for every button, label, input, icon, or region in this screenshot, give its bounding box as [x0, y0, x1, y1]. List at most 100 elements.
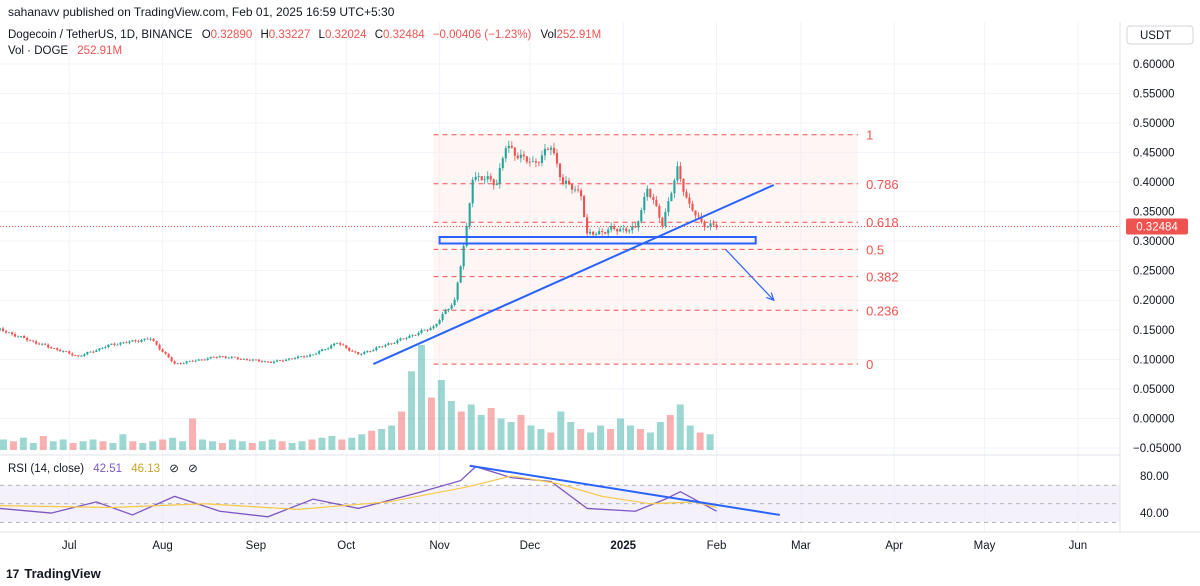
candle-body [507, 145, 510, 149]
candle-body [89, 351, 92, 353]
candle-body [149, 338, 152, 340]
candle-body [649, 188, 652, 198]
candle-body [281, 360, 285, 362]
volume-bar [656, 422, 664, 450]
support-zone-box [438, 235, 757, 245]
candle-body [673, 180, 676, 194]
candle-body [300, 356, 303, 358]
price-chart[interactable]: 1 0.786 0.618 0.5 0.382 0.236 0 0.60000 0.55000… [0, 22, 1200, 562]
candle-body [676, 166, 679, 181]
currency-button[interactable] [1126, 25, 1194, 45]
volume-bar [288, 443, 296, 450]
volume-bar [617, 418, 625, 450]
candle-body [604, 231, 607, 234]
x-tick-label: Apr [885, 540, 903, 552]
y-tick-label: 0.00000 [1133, 413, 1175, 425]
tradingview-logo[interactable]: 17 TradingView [6, 566, 101, 581]
candle-body [498, 167, 501, 184]
candle-body [577, 189, 580, 191]
candle-body [218, 356, 221, 358]
candle-body [435, 323, 438, 327]
candle-body [586, 217, 589, 234]
fib-level-label: 1 [866, 128, 873, 143]
candle-body [637, 221, 640, 228]
volume-bar [358, 434, 366, 450]
volume-bar [398, 411, 406, 450]
visibility-icon: ⊘ [169, 463, 179, 475]
candle-body [354, 351, 357, 353]
rsi-pane [0, 464, 1120, 523]
candle-body [363, 352, 366, 354]
candle-body [381, 346, 384, 348]
candle-body [113, 343, 116, 345]
candle-body [480, 176, 483, 180]
candle-body [107, 344, 110, 348]
candle-body [670, 193, 673, 202]
candle-body [444, 310, 447, 315]
candle-body [583, 196, 586, 218]
fib-level-label: 0.618 [866, 215, 899, 230]
candle-body [95, 350, 98, 353]
drawings[interactable] [372, 184, 775, 365]
volume-bar [607, 429, 615, 450]
candle-body [360, 353, 363, 355]
candle-body [324, 349, 327, 351]
candle-body [315, 353, 318, 355]
candle-body [589, 231, 592, 234]
volume-bar [189, 418, 197, 450]
candle-body [297, 356, 300, 359]
volume-bar [348, 437, 356, 450]
candle-body [396, 340, 399, 344]
volume-bar [626, 425, 634, 450]
candle-body [450, 305, 453, 309]
candle-body [158, 344, 161, 350]
candle-body [203, 359, 206, 361]
x-tick-label: Aug [152, 540, 172, 552]
candle-body [477, 176, 480, 177]
candle-body [333, 343, 336, 346]
volume-bar [457, 411, 465, 450]
candle-body [694, 210, 697, 216]
candle-body [372, 350, 375, 352]
volume-bar [9, 441, 17, 450]
candle-body [438, 320, 441, 324]
volume-bar [59, 439, 67, 450]
candle-body [83, 354, 86, 356]
candle-body [375, 347, 378, 351]
candle-body [348, 347, 351, 351]
candle-body [74, 355, 77, 357]
settings-icon: ⊘ [188, 463, 198, 475]
vol-value: 252.91M [557, 29, 602, 41]
candle-body [399, 338, 402, 341]
volume-bar [278, 441, 286, 450]
candle-body [10, 332, 14, 335]
candle-body [537, 162, 540, 164]
candle-body [405, 338, 408, 339]
candle-body [32, 340, 35, 342]
open-value: 0.32890 [211, 29, 253, 41]
y-tick-label: 0.15000 [1133, 325, 1175, 337]
rsi-ma-line [0, 475, 717, 510]
candle-body [167, 353, 170, 358]
candle-body [227, 357, 230, 359]
candle-body [236, 357, 239, 360]
candle-body [426, 329, 429, 331]
candle-body [188, 360, 191, 362]
x-tick-label: May [974, 540, 996, 552]
candle-body [318, 351, 321, 354]
candle-body [706, 226, 709, 228]
candle-body [312, 354, 315, 356]
candle-body [7, 332, 11, 334]
candle-body [390, 343, 393, 345]
volume-bar [447, 401, 455, 450]
candle-body [616, 228, 619, 232]
candle-body [664, 212, 667, 227]
rsi-line [0, 465, 717, 518]
candle-body [260, 361, 263, 363]
candle-body [254, 359, 257, 361]
candle-body [122, 342, 125, 344]
fib-level-label: 0.5 [866, 242, 884, 257]
chart-frame[interactable]: 1 0.786 0.618 0.5 0.382 0.236 0 0.60000 0.55000… [0, 22, 1200, 562]
candle-body [59, 349, 62, 352]
candle-body [71, 353, 74, 356]
